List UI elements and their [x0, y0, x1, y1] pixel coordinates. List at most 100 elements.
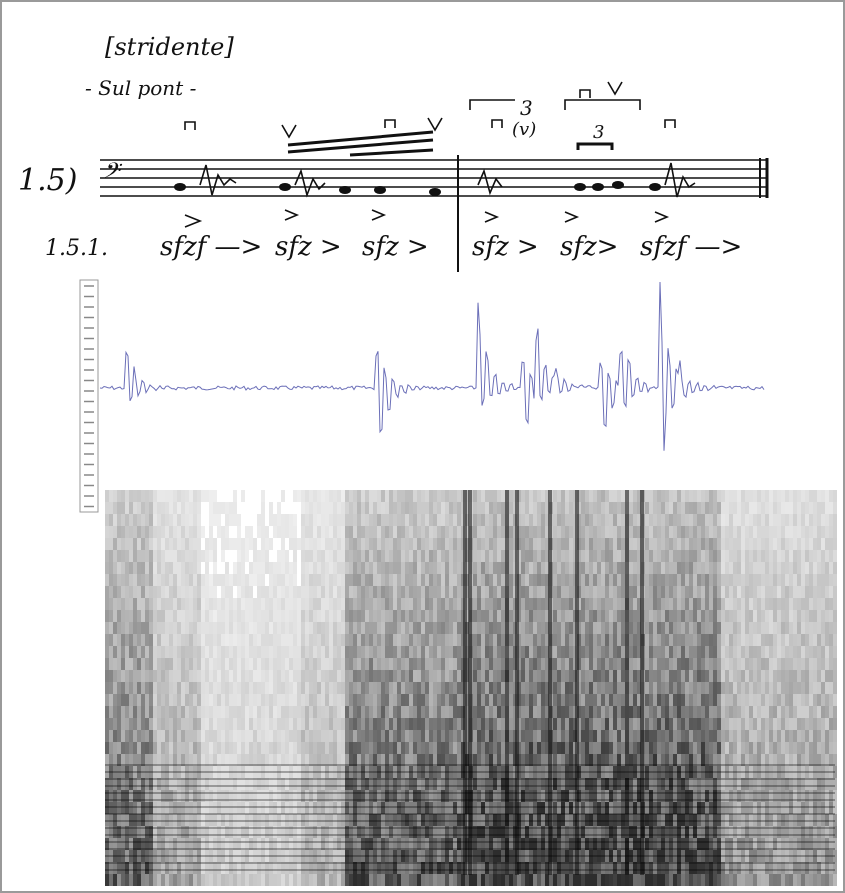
spectrogram-cell: [141, 754, 145, 766]
spectrogram-cell: [165, 550, 169, 562]
spectrogram-cell: [233, 490, 237, 502]
spectrogram-cell: [425, 526, 429, 538]
spectrogram-cell: [185, 514, 189, 526]
spectrogram-cell: [485, 802, 489, 814]
spectrogram-cell: [713, 574, 717, 586]
spectrogram-cell: [221, 874, 225, 886]
spectrogram-cell: [653, 670, 657, 682]
spectrogram-cell: [473, 634, 477, 646]
spectrogram-cell: [105, 814, 109, 826]
spectrogram-cell: [685, 586, 689, 598]
spectrogram-cell: [313, 502, 317, 514]
spectrogram-cell: [301, 622, 305, 634]
spectrogram-cell: [245, 862, 249, 874]
spectrogram-cell: [153, 490, 157, 502]
spectrogram-cell: [285, 526, 289, 538]
spectrogram-cell: [421, 778, 425, 790]
spectrogram-cell: [281, 802, 285, 814]
spectrogram-cell: [209, 694, 213, 706]
spectrogram-cell: [157, 634, 161, 646]
spectrogram-cell: [493, 742, 497, 754]
spectrogram-cell: [561, 514, 565, 526]
spectrogram-cell: [301, 562, 305, 574]
spectrogram-cell: [113, 658, 117, 670]
spectrogram-cell: [585, 610, 589, 622]
spectrogram-cell: [537, 778, 541, 790]
spectrogram-cell: [181, 646, 185, 658]
spectrogram-cell: [589, 694, 593, 706]
spectrogram-cell: [297, 670, 301, 682]
spectrogram-cell: [585, 574, 589, 586]
spectrogram-cell: [673, 802, 677, 814]
spectrogram-cell: [349, 598, 353, 610]
spectrogram-cell: [525, 502, 529, 514]
spectrogram-cell: [269, 814, 273, 826]
spectrogram-cell: [457, 562, 461, 574]
spectrogram-cell: [249, 598, 253, 610]
spectrogram-cell: [705, 574, 709, 586]
spectrogram-cell: [521, 550, 525, 562]
spectrogram-cell: [485, 574, 489, 586]
spectrogram-cell: [713, 538, 717, 550]
spectrogram-cell: [241, 634, 245, 646]
spectrogram-cell: [609, 610, 613, 622]
spectrogram-cell: [369, 634, 373, 646]
spectrogram-cell: [353, 526, 357, 538]
spectrogram-cell: [377, 694, 381, 706]
spectrogram-cell: [193, 586, 197, 598]
spectrogram-cell: [217, 862, 221, 874]
spectrogram-cell: [565, 838, 569, 850]
spectrogram-cell: [209, 526, 213, 538]
spectrogram-cell: [173, 622, 177, 634]
spectrogram-cell: [241, 814, 245, 826]
spectrogram-cell: [485, 814, 489, 826]
spectrogram-cell: [669, 586, 673, 598]
spectrogram-cell: [669, 718, 673, 730]
spectrogram-cell: [309, 574, 313, 586]
spectrogram-cell: [321, 562, 325, 574]
spectrogram-cell: [429, 862, 433, 874]
spectrogram-cell: [357, 502, 361, 514]
spectrogram-cell: [197, 802, 201, 814]
spectrogram-cell: [285, 610, 289, 622]
spectrogram-cell: [113, 610, 117, 622]
spectrogram-cell: [177, 742, 181, 754]
spectrogram-cell: [197, 670, 201, 682]
spectrogram-cell: [361, 562, 365, 574]
spectrogram-cell: [417, 682, 421, 694]
spectrogram-cell: [333, 490, 337, 502]
spectrogram-cell: [377, 634, 381, 646]
dynamic: sfz >: [362, 232, 429, 262]
spectrogram-cell: [541, 490, 545, 502]
spectrogram-cell: [325, 514, 329, 526]
spectrogram-cell: [425, 598, 429, 610]
spectrogram-cell: [569, 634, 573, 646]
spectrogram-cell: [613, 550, 617, 562]
spectrogram-cell: [129, 514, 133, 526]
spectrogram-cell: [317, 862, 321, 874]
spectrogram-cell: [693, 814, 697, 826]
spectrogram-cell: [233, 802, 237, 814]
spectrogram-cell: [485, 514, 489, 526]
spectrogram-cell: [501, 502, 505, 514]
spectrogram-cell: [601, 658, 605, 670]
spectrogram-cell: [401, 706, 405, 718]
spectrogram-cell: [585, 670, 589, 682]
spectrogram-cell: [293, 586, 297, 598]
spectrogram-cell: [485, 634, 489, 646]
spectrogram-cell: [485, 490, 489, 502]
spectrogram-cell: [185, 658, 189, 670]
spectrogram-cell: [685, 490, 689, 502]
spectrogram-cell: [105, 598, 109, 610]
spectrogram-cell: [693, 670, 697, 682]
spectrogram-cell: [693, 838, 697, 850]
spectrogram-cell: [701, 514, 705, 526]
spectrogram-cell: [433, 838, 437, 850]
spectrogram-cell: [185, 490, 189, 502]
spectrogram-cell: [697, 526, 701, 538]
spectrogram-cell: [617, 562, 621, 574]
spectrogram-cell: [289, 730, 293, 742]
spectrogram-cell: [589, 802, 593, 814]
spectrogram-cell: [669, 742, 673, 754]
spectrogram-cell: [629, 646, 633, 658]
